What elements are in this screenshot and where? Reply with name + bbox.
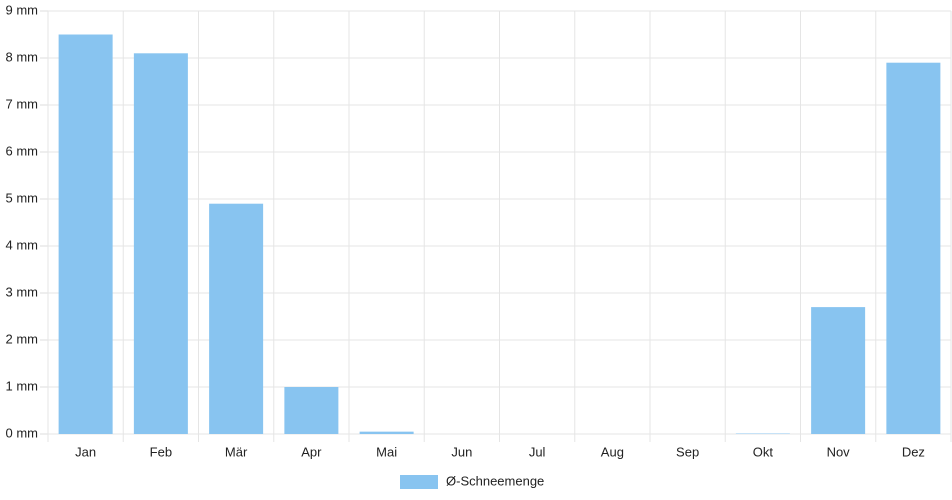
- bar: [209, 203, 264, 434]
- y-tick-label: 0 mm: [6, 425, 39, 440]
- y-tick-label: 5 mm: [6, 190, 39, 205]
- y-tick-label: 4 mm: [6, 237, 39, 252]
- x-tick-label: Jun: [451, 444, 472, 459]
- y-tick-label: 3 mm: [6, 284, 39, 299]
- y-tick-label: 6 mm: [6, 143, 39, 158]
- x-tick-label: Nov: [827, 444, 851, 459]
- bar: [284, 387, 339, 434]
- y-tick-label: 8 mm: [6, 49, 39, 64]
- y-tick-label: 7 mm: [6, 96, 39, 111]
- x-tick-label: Aug: [601, 444, 624, 459]
- legend-label: Ø-Schneemenge: [446, 473, 544, 488]
- x-tick-label: Sep: [676, 444, 699, 459]
- bar: [58, 34, 113, 434]
- x-tick-label: Okt: [753, 444, 774, 459]
- y-tick-label: 1 mm: [6, 378, 39, 393]
- x-tick-label: Jan: [75, 444, 96, 459]
- bar: [359, 431, 414, 434]
- y-tick-label: 2 mm: [6, 331, 39, 346]
- y-tick-label: 9 mm: [6, 2, 39, 17]
- bar: [133, 53, 188, 435]
- x-tick-label: Mär: [225, 444, 248, 459]
- x-tick-label: Feb: [150, 444, 172, 459]
- x-tick-label: Apr: [301, 444, 322, 459]
- x-tick-label: Mai: [376, 444, 397, 459]
- bar: [886, 62, 941, 434]
- bar: [811, 307, 866, 434]
- x-tick-label: Dez: [902, 444, 925, 459]
- legend-swatch: [400, 475, 438, 489]
- x-tick-label: Jul: [529, 444, 546, 459]
